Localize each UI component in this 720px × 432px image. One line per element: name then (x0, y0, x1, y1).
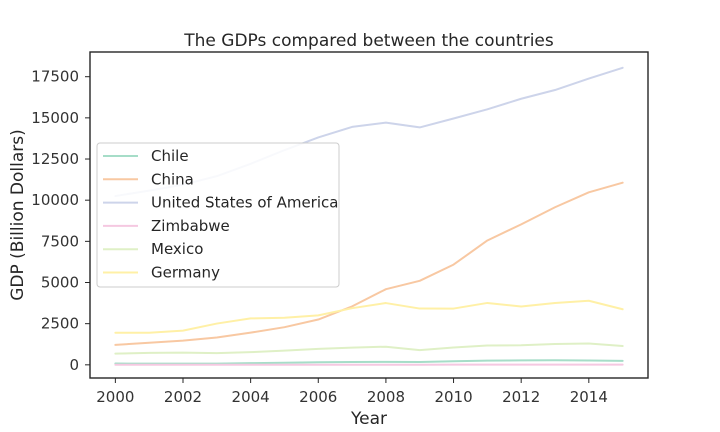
x-tick-label: 2004 (232, 388, 270, 406)
legend-entries: Chile China United States of America Zimbab… (103, 147, 338, 282)
x-axis-ticks: 2000 2002 2004 2006 2008 2010 2012 2014 (96, 378, 608, 406)
legend: Chile China United States of America Zimbab… (96, 142, 340, 288)
y-tick-label: 7500 (41, 232, 79, 250)
legend-label-chile: Chile (151, 147, 189, 165)
series-line-chile (114, 359, 624, 365)
x-tick-label: 2014 (570, 388, 608, 406)
legend-label-china: China (151, 170, 194, 188)
x-tick-label: 2010 (434, 388, 472, 406)
legend-box (96, 142, 340, 288)
x-tick-label: 2006 (299, 388, 337, 406)
series-line-mexico (114, 342, 624, 355)
y-tick-label: 12500 (31, 150, 79, 168)
chart-title: The GDPs compared between the countries (183, 31, 554, 51)
y-tick-label: 5000 (41, 274, 79, 292)
y-tick-label: 2500 (41, 315, 79, 333)
series-line-china (114, 181, 624, 346)
legend-label-united-states-of-america: United States of America (151, 194, 338, 212)
x-tick-label: 2000 (96, 388, 134, 406)
x-tick-label: 2002 (164, 388, 202, 406)
y-tick-label: 0 (69, 356, 79, 374)
x-tick-label: 2012 (502, 388, 540, 406)
series-line-germany (114, 299, 624, 334)
y-tick-label: 15000 (31, 109, 79, 127)
x-axis-label: Year (350, 409, 387, 429)
legend-label-mexico: Mexico (151, 240, 203, 258)
legend-label-zimbabwe: Zimbabwe (151, 217, 230, 235)
y-tick-label: 10000 (31, 191, 79, 209)
plot-frame (89, 51, 649, 379)
y-tick-label: 17500 (31, 68, 79, 86)
x-tick-label: 2008 (367, 388, 405, 406)
y-axis-ticks: 0 2500 5000 7500 10000 12500 15000 17500 (31, 68, 90, 374)
legend-label-germany: Germany (151, 264, 220, 282)
y-axis-label: GDP (Billion Dollars) (8, 129, 28, 301)
